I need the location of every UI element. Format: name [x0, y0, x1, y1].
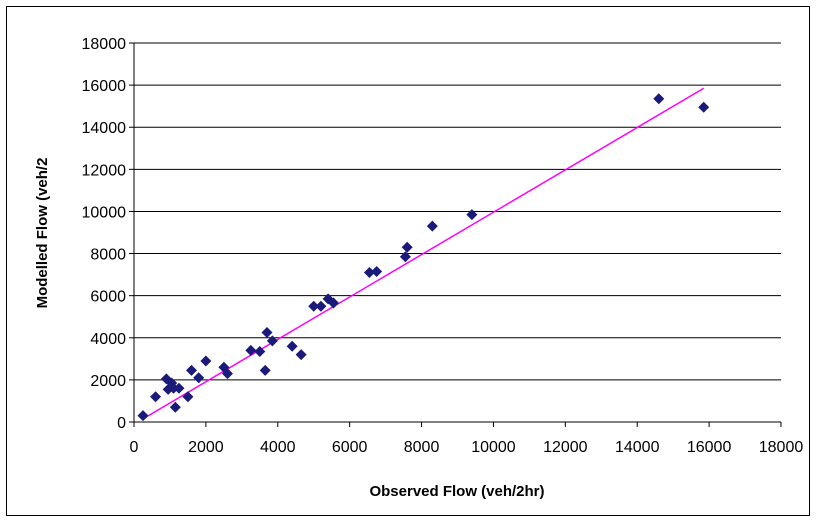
y-tick-label: 4000 — [90, 331, 126, 348]
y-tick-label: 0 — [117, 415, 126, 432]
data-point — [193, 372, 205, 384]
y-tick-label: 12000 — [82, 162, 127, 179]
x-tick-label: 12000 — [543, 439, 588, 456]
x-tick-label: 16000 — [687, 439, 732, 456]
x-tick-labels: 0 2000 4000 6000 8000 10000 12000 14000 16000 180… — [130, 439, 804, 456]
data-point — [254, 345, 266, 357]
x-tick-label: 14000 — [615, 439, 660, 456]
data-point — [186, 364, 198, 376]
data-point — [169, 401, 181, 413]
x-tick-label: 0 — [130, 439, 139, 456]
trendline-group — [142, 87, 705, 420]
data-point — [221, 368, 233, 380]
y-tick-label: 18000 — [82, 36, 127, 53]
data-point — [200, 355, 212, 367]
data-point — [137, 410, 149, 422]
data-point — [466, 209, 478, 221]
x-tick-label: 18000 — [759, 439, 804, 456]
data-point — [371, 265, 383, 277]
y-tick-label: 10000 — [82, 204, 127, 221]
data-point — [173, 382, 185, 394]
y-tick-label: 2000 — [90, 373, 126, 390]
data-point — [315, 300, 327, 312]
data-point — [245, 344, 257, 356]
data-point — [698, 101, 710, 113]
data-point — [308, 300, 320, 312]
y-tick-label: 6000 — [90, 289, 126, 306]
x-tick-label: 6000 — [332, 439, 368, 456]
x-tick-label: 2000 — [188, 439, 224, 456]
gridlines — [134, 42, 781, 381]
y-tick-label: 16000 — [82, 78, 127, 95]
data-point — [653, 93, 665, 105]
y-axis-title: Modelled Flow (veh/2 — [34, 158, 51, 309]
data-points — [137, 93, 710, 422]
data-point — [363, 267, 375, 279]
chart-area — [6, 6, 810, 516]
data-point — [399, 251, 411, 263]
trendline — [142, 87, 705, 420]
data-point — [182, 391, 194, 403]
data-point — [327, 297, 339, 309]
data-point — [401, 241, 413, 253]
axes — [129, 42, 782, 427]
x-axis-title: Observed Flow (veh/2hr) — [369, 483, 544, 500]
y-tick-label: 14000 — [82, 120, 127, 137]
data-point — [150, 391, 162, 403]
data-point — [295, 349, 307, 361]
x-tick-label: 8000 — [404, 439, 440, 456]
data-point — [286, 340, 298, 352]
x-tick-label: 10000 — [471, 439, 516, 456]
data-point — [266, 335, 278, 347]
data-point — [426, 220, 438, 232]
y-tick-labels: 0 2000 4000 6000 8000 10000 12000 14000 16000 180… — [82, 36, 127, 432]
data-point — [259, 364, 271, 376]
x-tick-label: 4000 — [260, 439, 296, 456]
data-point — [261, 327, 273, 339]
y-tick-label: 8000 — [90, 247, 126, 264]
